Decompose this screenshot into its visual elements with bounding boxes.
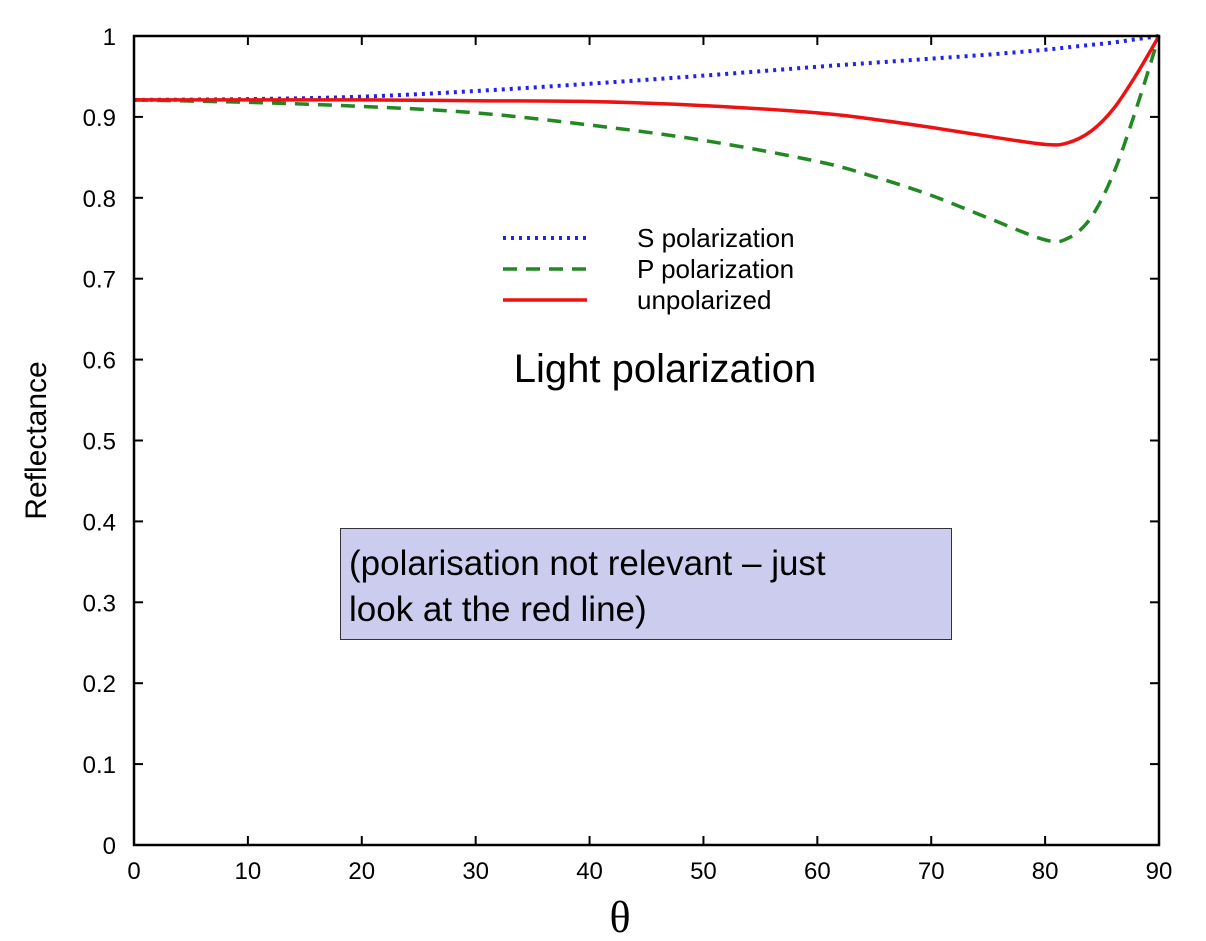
y-tick-label: 0.1 (83, 752, 116, 779)
x-tick-label: 0 (127, 858, 140, 885)
y-tick-label: 0.9 (83, 105, 116, 132)
x-tick-label: 10 (235, 858, 262, 885)
y-tick-label: 0.3 (83, 590, 116, 617)
series-lines (133, 34, 1161, 244)
note-line-1: (polarisation not relevant – just (349, 544, 826, 583)
x-tick-label: 90 (1146, 858, 1173, 885)
y-axis-label: Reflectance (20, 361, 53, 519)
y-tick-label: 0.8 (83, 186, 116, 213)
y-tick-label: 1 (103, 24, 116, 51)
y-tick-label: 0.5 (83, 429, 116, 456)
x-tick-label: 50 (690, 858, 717, 885)
y-tick-label: 0 (103, 833, 116, 860)
y-tick-label: 0.6 (83, 348, 116, 375)
x-tick-label: 20 (348, 858, 375, 885)
x-tick-label: 70 (918, 858, 945, 885)
x-tick-label: 60 (804, 858, 831, 885)
chart-title: Light polarization (514, 347, 816, 391)
legend-label-s-polarization: S polarization (637, 223, 795, 253)
x-axis-label: θ (609, 893, 630, 941)
series-line-s-polarization (133, 34, 1160, 102)
legend-label-p-polarization: P polarization (637, 254, 794, 284)
y-tick-label: 0.4 (83, 509, 116, 536)
y-tick-label: 0.2 (83, 671, 116, 698)
plot-frame (132, 34, 1161, 847)
series-line-p-polarization (133, 35, 1161, 244)
note-box: (polarisation not relevant – just look a… (340, 528, 952, 640)
x-tick-label: 30 (462, 858, 489, 885)
y-tick-label: 0.7 (83, 267, 116, 294)
x-tick-label: 40 (576, 858, 603, 885)
series-line-unpolarized (134, 35, 1161, 147)
axis-ticks: 0 10 20 30 40 50 60 70 80 90 0 0.1 0.2 0.3 0.4 0.5 0.6 0.… (83, 24, 1173, 885)
x-tick-label: 80 (1032, 858, 1059, 885)
legend-label-unpolarized: unpolarized (637, 285, 771, 315)
note-line-2: look at the red line) (349, 590, 647, 629)
